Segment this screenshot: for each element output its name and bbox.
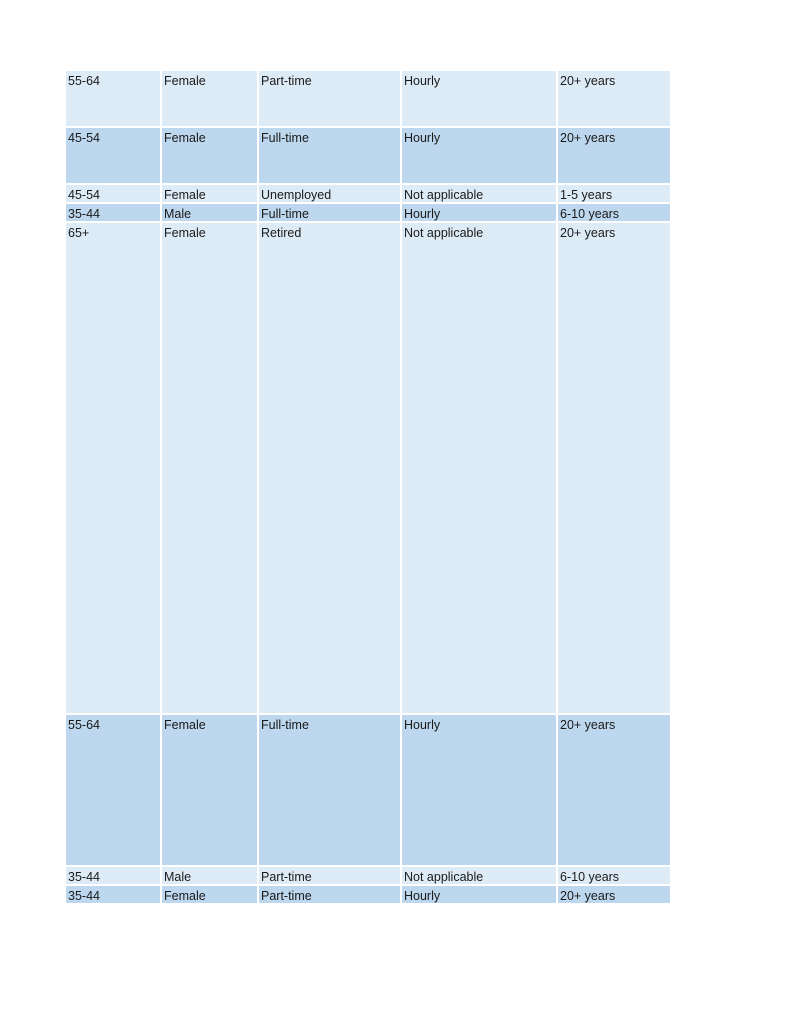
table-cell: 45-54 [66, 128, 160, 183]
table-row: 55-64 Female Part-time Hourly 20+ years [66, 71, 670, 126]
table-cell: Not applicable [402, 867, 556, 884]
table-cell: Part-time [259, 867, 400, 884]
table-cell: 45-54 [66, 185, 160, 202]
table-cell: 55-64 [66, 715, 160, 865]
table-cell: 20+ years [558, 71, 670, 126]
table-cell: 20+ years [558, 128, 670, 183]
table-cell: Hourly [402, 71, 556, 126]
table-row: 45-54 Female Full-time Hourly 20+ years [66, 128, 670, 183]
table-cell: Male [162, 204, 257, 221]
table-row: 55-64 Female Full-time Hourly 20+ years [66, 715, 670, 865]
table-cell: 35-44 [66, 867, 160, 884]
table-cell: 55-64 [66, 71, 160, 126]
table-cell: Not applicable [402, 185, 556, 202]
table-row: 65+ Female Retired Not applicable 20+ years [66, 223, 670, 713]
table-cell: 20+ years [558, 715, 670, 865]
table-cell: Female [162, 71, 257, 126]
data-table: 55-64 Female Part-time Hourly 20+ years 45-54… [66, 71, 670, 905]
table-cell: Male [162, 867, 257, 884]
table-cell: 20+ years [558, 886, 670, 903]
table-cell: 6-10 years [558, 204, 670, 221]
table-cell: Hourly [402, 886, 556, 903]
table-cell: 20+ years [558, 223, 670, 713]
table-cell: Full-time [259, 204, 400, 221]
table-row: 45-54 Female Unemployed Not applicable 1-5 y… [66, 185, 670, 202]
table-cell: 65+ [66, 223, 160, 713]
table-cell: Female [162, 886, 257, 903]
table-cell: Part-time [259, 71, 400, 126]
table-cell: Hourly [402, 715, 556, 865]
table-cell: Female [162, 223, 257, 713]
table-cell: Hourly [402, 128, 556, 183]
table-cell: Part-time [259, 886, 400, 903]
table-cell: Retired [259, 223, 400, 713]
table-cell: Unemployed [259, 185, 400, 202]
table-cell: 35-44 [66, 204, 160, 221]
table-cell: Female [162, 128, 257, 183]
table-cell: Full-time [259, 715, 400, 865]
table-cell: Not applicable [402, 223, 556, 713]
table-cell: Hourly [402, 204, 556, 221]
table-cell: 1-5 years [558, 185, 670, 202]
table-row: 35-44 Male Part-time Not applicable 6-10 yea… [66, 867, 670, 884]
table-cell: Female [162, 185, 257, 202]
table-cell: 6-10 years [558, 867, 670, 884]
table-cell: Female [162, 715, 257, 865]
table-cell: Full-time [259, 128, 400, 183]
table-row: 35-44 Male Full-time Hourly 6-10 years [66, 204, 670, 221]
table-row: 35-44 Female Part-time Hourly 20+ years [66, 886, 670, 903]
table-cell: 35-44 [66, 886, 160, 903]
